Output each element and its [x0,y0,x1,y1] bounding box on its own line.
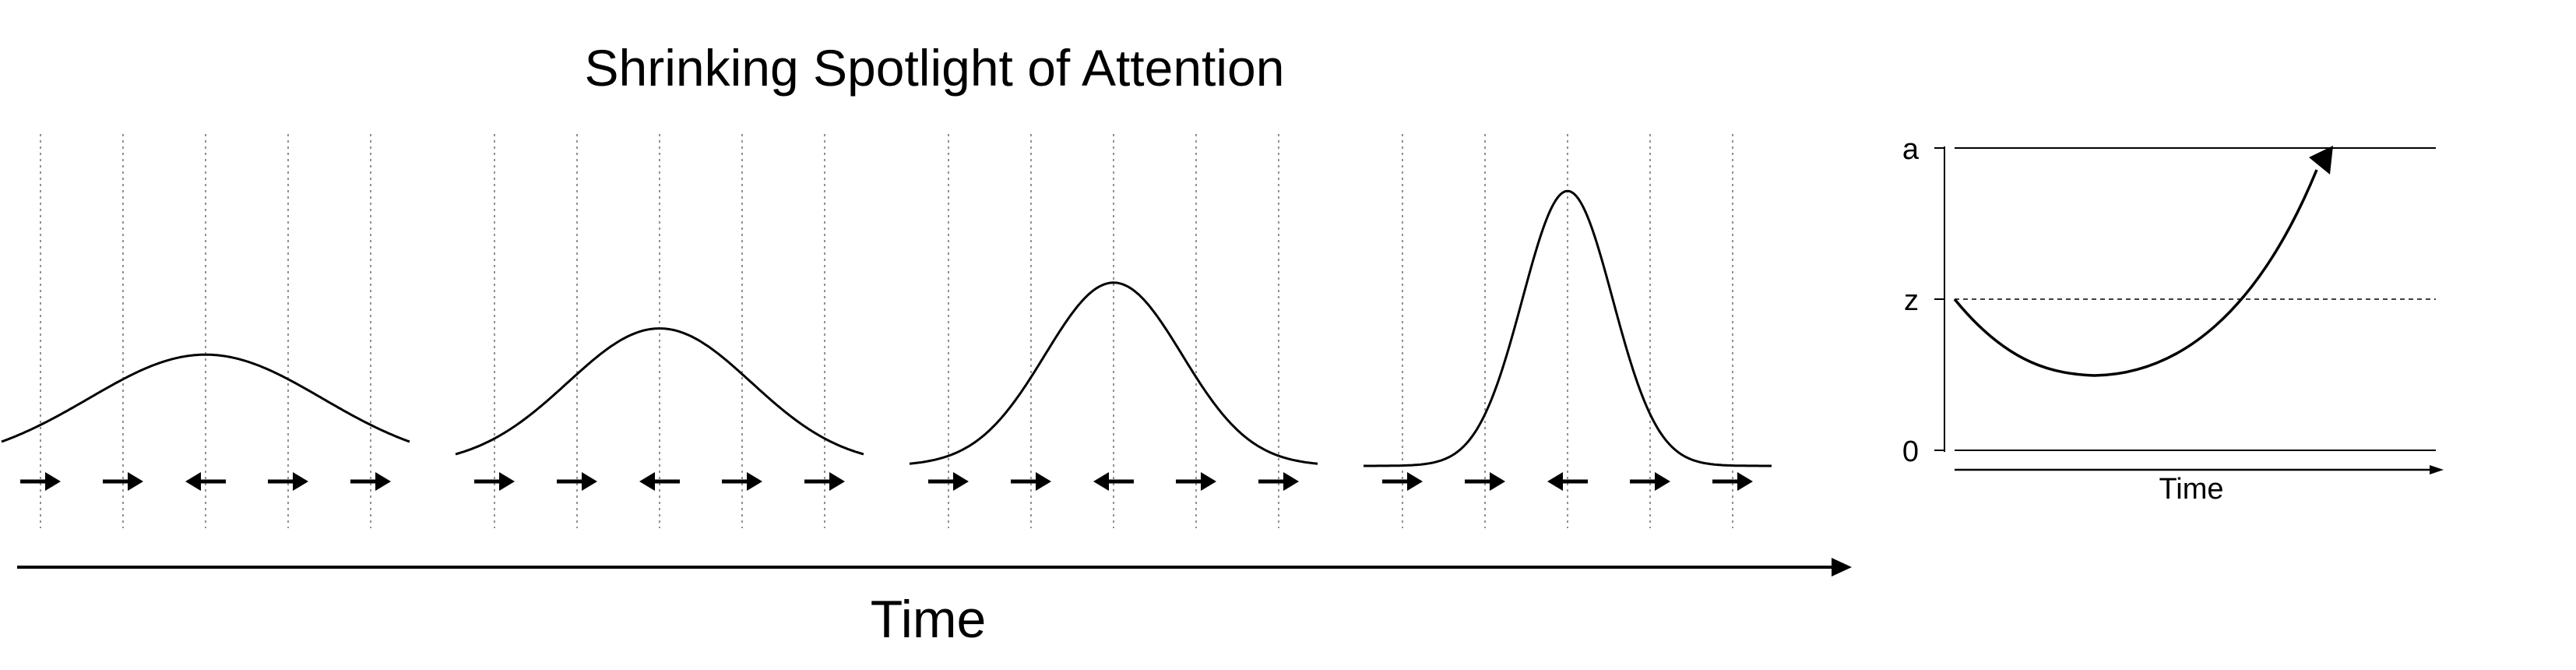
flanker-arrow-right [804,472,845,491]
arrow-head [1547,472,1563,491]
arrow-head [1737,472,1753,491]
arrow-head [375,472,391,491]
flanker-arrow-right [928,472,969,491]
ddm-label-0: 0 [1902,436,1919,468]
flanker-arrow-left [185,472,226,491]
arrow-head [953,472,969,491]
ddm-time-arrowhead [2430,465,2444,474]
spotlight-panels [1,134,1772,528]
ddm-evidence-path [1953,169,2318,377]
ddm-label-z: z [1904,284,1919,317]
spotlight-panel-3 [909,134,1318,528]
flanker-arrow-left [1093,472,1134,491]
arrow-head [185,472,201,491]
flanker-arrow-right [20,472,61,491]
arrow-head [829,472,845,491]
ddm-path-arrowhead [2309,146,2333,175]
spotlight-curve [909,281,1318,465]
arrow-head [582,472,597,491]
ddm-panel: a z 0 Time [1902,133,2444,506]
flanker-arrow-right [1630,472,1670,491]
arrow-head [1283,472,1299,491]
flanker-arrow-right [1011,472,1051,491]
spotlight-curve [455,327,864,456]
arrow-head [747,472,762,491]
flanker-arrow-right [1712,472,1753,491]
flanker-arrow-right [1176,472,1216,491]
arrow-head [1490,472,1505,491]
flanker-arrow-right [1465,472,1505,491]
flanker-arrow-right [103,472,143,491]
spotlight-curve [1364,189,1772,467]
spotlight-panel-1 [1,134,410,528]
arrow-head [1036,472,1051,491]
arrow-head [1655,472,1670,491]
arrow-head [499,472,515,491]
flanker-arrow-left [639,472,680,491]
arrow-head [293,472,308,491]
arrow-head [639,472,655,491]
arrow-head [1093,472,1109,491]
time-axis-arrowhead [1832,558,1852,577]
ddm-label-a: a [1902,133,1920,166]
arrow-head [128,472,143,491]
flanker-arrow-right [722,472,762,491]
flanker-arrow-right [350,472,391,491]
flanker-arrow-right [474,472,515,491]
time-axis-label: Time [871,590,987,649]
flanker-arrow-right [268,472,308,491]
arrow-head [45,472,61,491]
figure-title: Shrinking Spotlight of Attention [585,39,1285,97]
spotlight-panel-4 [1364,134,1772,528]
flanker-arrow-right [1258,472,1299,491]
spotlight-panel-2 [455,134,864,528]
ddm-time-label: Time [2159,473,2223,506]
spotlight-curve [1,353,410,443]
flanker-arrow-right [557,472,597,491]
arrow-head [1407,472,1423,491]
flanker-arrow-left [1547,472,1588,491]
arrow-head [1201,472,1216,491]
flanker-arrow-right [1382,472,1423,491]
